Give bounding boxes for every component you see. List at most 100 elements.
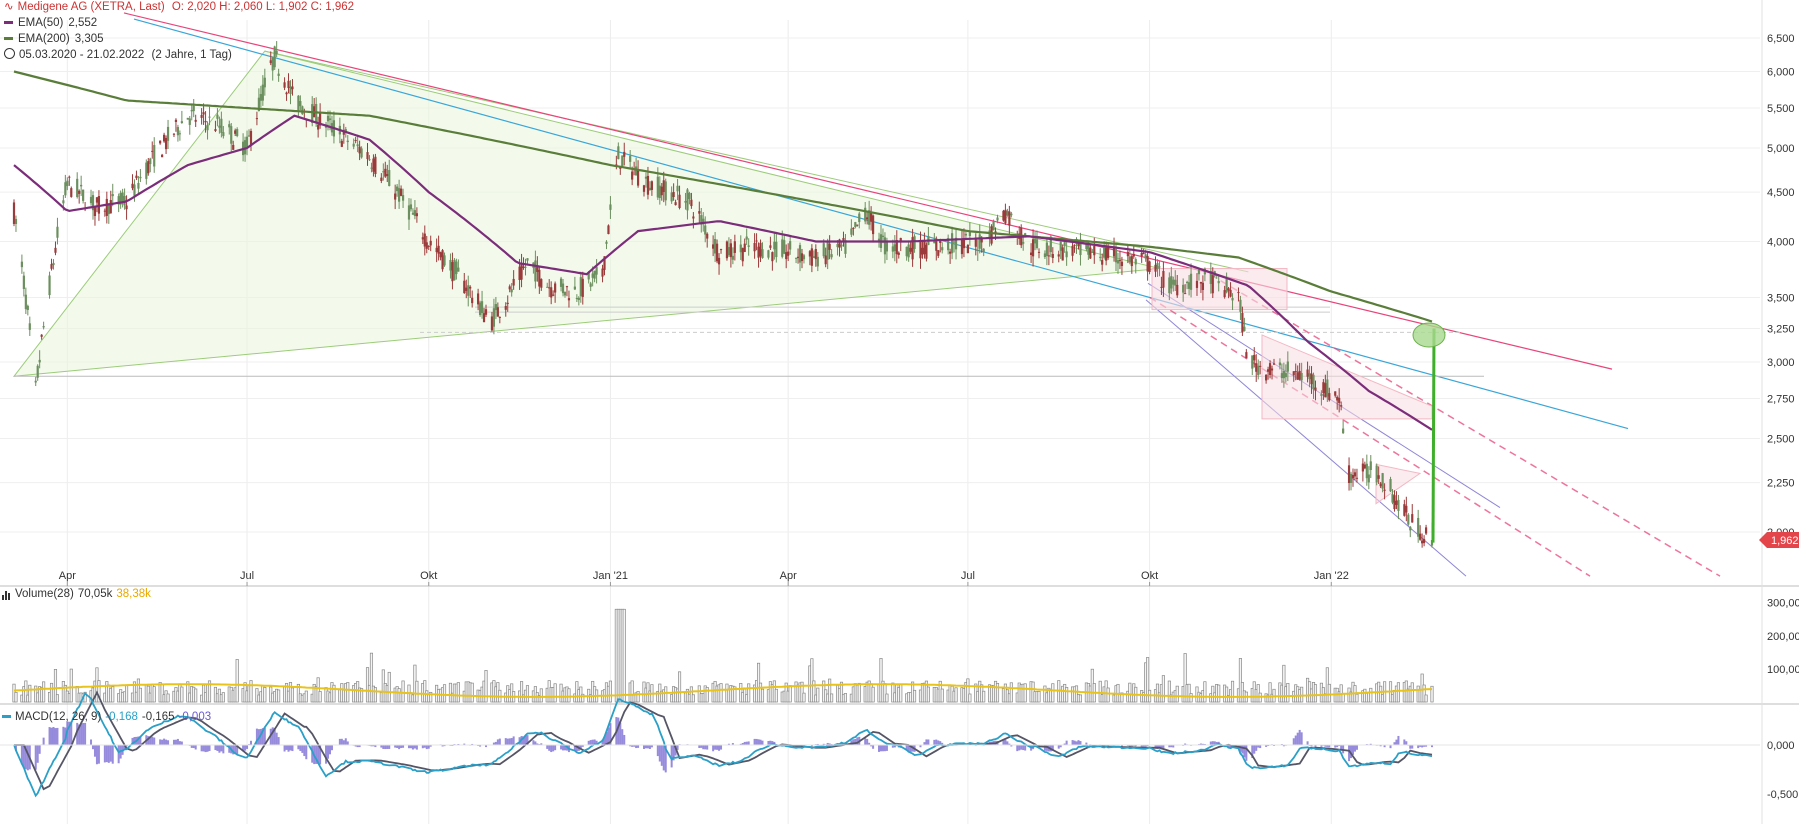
candle-body: [1308, 373, 1311, 380]
macd-hist-bar: [1320, 745, 1323, 747]
macd-hist-bar: [380, 745, 383, 748]
ema200-line: [13, 70, 1433, 323]
candle-body: [587, 272, 590, 280]
candle-body: [222, 132, 225, 137]
y-tick-label: 6,500: [1767, 33, 1795, 45]
macd-hist-bar: [441, 745, 444, 747]
candle-body: [291, 86, 294, 90]
volume-bar: [1074, 685, 1079, 703]
candle-body: [1006, 210, 1009, 216]
candle-body: [1091, 251, 1094, 253]
candle-body: [1144, 254, 1147, 259]
candle-body: [1140, 252, 1143, 257]
volume-bar: [28, 684, 32, 703]
candle-body: [785, 252, 788, 260]
candle-body: [354, 140, 357, 142]
candle-body: [923, 240, 926, 255]
macd-hist-bar: [97, 745, 100, 764]
volume-bar: [940, 688, 944, 703]
macd-hist-bar: [382, 745, 385, 749]
candle-body: [607, 225, 610, 235]
y-tick-label: 4,500: [1767, 187, 1795, 199]
macd-hist-bar: [20, 745, 23, 765]
macd-hist-bar: [398, 745, 401, 750]
macd-hist-bar: [443, 745, 446, 747]
candle-body: [80, 184, 83, 187]
ema50-legend[interactable]: EMA(50) 2,552: [4, 16, 97, 31]
candle-body: [1272, 363, 1276, 365]
macd-hist-bar: [1075, 741, 1078, 746]
x-tick-label: Apr: [780, 570, 797, 582]
macd-hist-bar: [228, 745, 231, 753]
volume-bar: [1146, 657, 1150, 703]
last-price-tag: [1759, 532, 1799, 549]
candle-body: [1300, 373, 1303, 381]
candle-body: [269, 60, 272, 64]
macd-hist-bar: [80, 723, 83, 746]
ema50-swatch: [4, 21, 13, 25]
volume-bar: [304, 690, 308, 703]
macd-hist-bar: [1065, 740, 1068, 746]
candle-body: [925, 244, 928, 259]
candle-body: [62, 200, 65, 204]
candle-body: [423, 233, 426, 247]
candle-body: [174, 119, 178, 122]
volume-bar: [249, 680, 253, 703]
candle-body: [885, 241, 889, 252]
candle-body: [698, 211, 701, 214]
y-tick-label: 4,000: [1767, 236, 1795, 248]
volume-bar: [1187, 683, 1191, 703]
macd-hist-bar: [167, 740, 170, 746]
candle-body: [1085, 243, 1088, 250]
macd-hist-bar: [635, 745, 638, 749]
target-line: [1431, 328, 1436, 543]
volume-bar: [691, 694, 695, 703]
macd-hist-bar: [522, 736, 525, 746]
candle-body: [394, 193, 397, 200]
ema200-legend[interactable]: EMA(200) 3,305: [4, 32, 104, 47]
macd-swatch: [2, 715, 11, 719]
candle-body: [996, 217, 999, 221]
candle-body: [95, 197, 99, 203]
candle-body: [105, 198, 108, 216]
candle-body: [161, 154, 164, 158]
candle-body: [366, 152, 369, 160]
volume-bar: [316, 677, 320, 703]
macd-hist-bar: [105, 745, 108, 763]
candle-body: [1132, 253, 1135, 257]
macd-hist-bar: [236, 745, 239, 755]
macd-hist-bar: [261, 728, 264, 746]
volume-bar: [1369, 687, 1373, 703]
volume-bar: [387, 671, 391, 703]
candle-body: [952, 241, 956, 243]
candle-body: [1071, 245, 1074, 256]
candle-body: [1126, 251, 1129, 257]
macd-hist-bar: [927, 739, 930, 746]
volume-bar: [470, 682, 474, 703]
candle-body: [636, 170, 640, 186]
candle-body: [1184, 293, 1187, 295]
candle-body: [856, 224, 859, 226]
candle-body: [1243, 326, 1246, 331]
volume-bar: [442, 684, 447, 703]
candle-body: [401, 195, 405, 201]
candle-body: [960, 239, 964, 255]
candle-body: [202, 112, 205, 115]
macd-hist-bar: [718, 745, 721, 751]
candle-body: [455, 261, 458, 275]
macd-hist-bar: [259, 728, 262, 746]
y-tick-label: 3,000: [1767, 357, 1795, 369]
volume-legend[interactable]: Volume(28) 70,05k 38,38k: [2, 588, 155, 600]
macd-hist-bar: [218, 745, 221, 753]
channel-line-dashed: [1149, 296, 1591, 577]
candle-body: [702, 218, 705, 225]
candle-body: [437, 245, 440, 254]
candle-body: [980, 238, 983, 243]
candle-body: [1186, 281, 1189, 284]
candle-body: [684, 200, 687, 203]
macd-hist-bar: [90, 739, 93, 746]
macd-legend[interactable]: MACD(12, 26, 9) -0,168 -0,165 -0,003: [2, 711, 215, 723]
candle-body: [1077, 242, 1080, 247]
